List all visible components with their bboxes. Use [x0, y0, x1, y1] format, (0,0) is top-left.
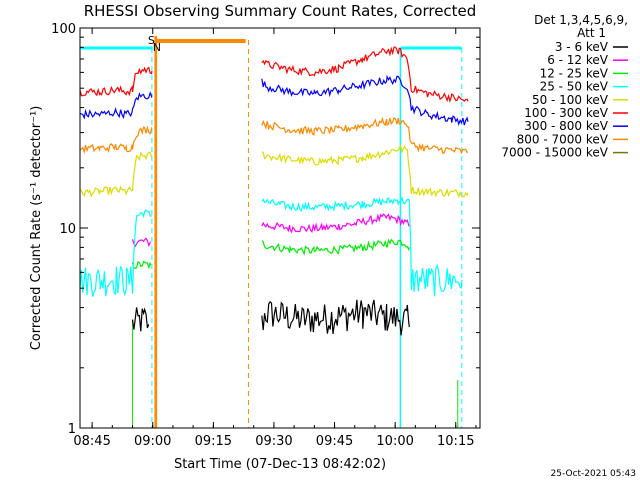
- annotation-label-s: S: [148, 34, 155, 47]
- legend-entry-label: 50 - 100 keV: [532, 93, 609, 107]
- series-line-segment: [261, 74, 469, 127]
- legend-entry-label: 6 - 12 keV: [547, 53, 609, 67]
- x-tick-label: 10:15: [437, 434, 474, 449]
- x-tick-label: 10:00: [376, 434, 413, 449]
- series-line-segment: [261, 195, 463, 297]
- footer-timestamp: 25-Oct-2021 05:43: [551, 469, 636, 479]
- y-axis-label: Corrected Count Rate (s⁻¹ detector⁻¹): [29, 106, 44, 351]
- legend-entry-label: 3 - 6 keV: [555, 40, 609, 54]
- series-line-segment: [261, 213, 410, 234]
- series-5: [79, 46, 469, 104]
- series-2: [131, 238, 410, 270]
- series-6: [79, 74, 469, 127]
- legend-entry-label: 800 - 7000 keV: [517, 132, 609, 146]
- x-tick-label: 09:45: [316, 434, 353, 449]
- series-line-segment: [261, 116, 469, 155]
- series-4: [79, 144, 469, 199]
- legend-entry-label: 300 - 800 keV: [524, 119, 608, 133]
- y-tick-label: 1: [68, 422, 76, 437]
- series-line-segment: [261, 46, 469, 104]
- legend-title-line-2: Att 1: [577, 26, 606, 40]
- series-line-segment: [131, 237, 152, 248]
- x-tick-label: 09:00: [134, 434, 171, 449]
- series-line-segment: [79, 209, 152, 297]
- series-line-segment: [79, 151, 153, 198]
- legend-entry-label: 25 - 50 keV: [540, 80, 609, 94]
- annotation-label-n: N: [153, 41, 161, 54]
- series-line-segment: [131, 260, 152, 270]
- series-0: [131, 299, 410, 336]
- chart-title: RHESSI Observing Summary Count Rates, Co…: [84, 2, 477, 20]
- series-line-segment: [131, 307, 150, 332]
- series-line-segment: [261, 299, 410, 336]
- series-line-segment: [79, 125, 153, 155]
- series-layer: [79, 46, 469, 336]
- series-7: [79, 116, 469, 155]
- legend-entry-label: 7000 - 15000 keV: [501, 146, 608, 160]
- series-line-segment: [261, 144, 469, 199]
- x-tick-label: 08:45: [73, 434, 110, 449]
- x-tick-label: 09:15: [195, 434, 232, 449]
- axes-layer: 08:45 09:00 09:15 09:30 09:45 10:00 10:15 1 10 10…: [51, 22, 480, 449]
- legend-entry-label: 12 - 25 keV: [540, 66, 609, 80]
- series-line-segment: [261, 238, 410, 256]
- x-axis-label: Start Time (07-Dec-13 08:42:02): [174, 457, 386, 472]
- y-tick-label: 10: [59, 222, 76, 237]
- series-3: [79, 195, 463, 297]
- legend-title-line-1: Det 1,3,4,5,6,9,: [534, 13, 628, 27]
- legend-entry-label: 100 - 300 keV: [524, 106, 608, 120]
- attenuator-state-lines: SN: [80, 34, 463, 428]
- y-tick-label: 100: [51, 22, 76, 37]
- series-line-segment: [79, 91, 153, 120]
- series-1: [131, 213, 410, 248]
- series-line-segment: [79, 66, 153, 97]
- x-tick-label: 09:30: [255, 434, 292, 449]
